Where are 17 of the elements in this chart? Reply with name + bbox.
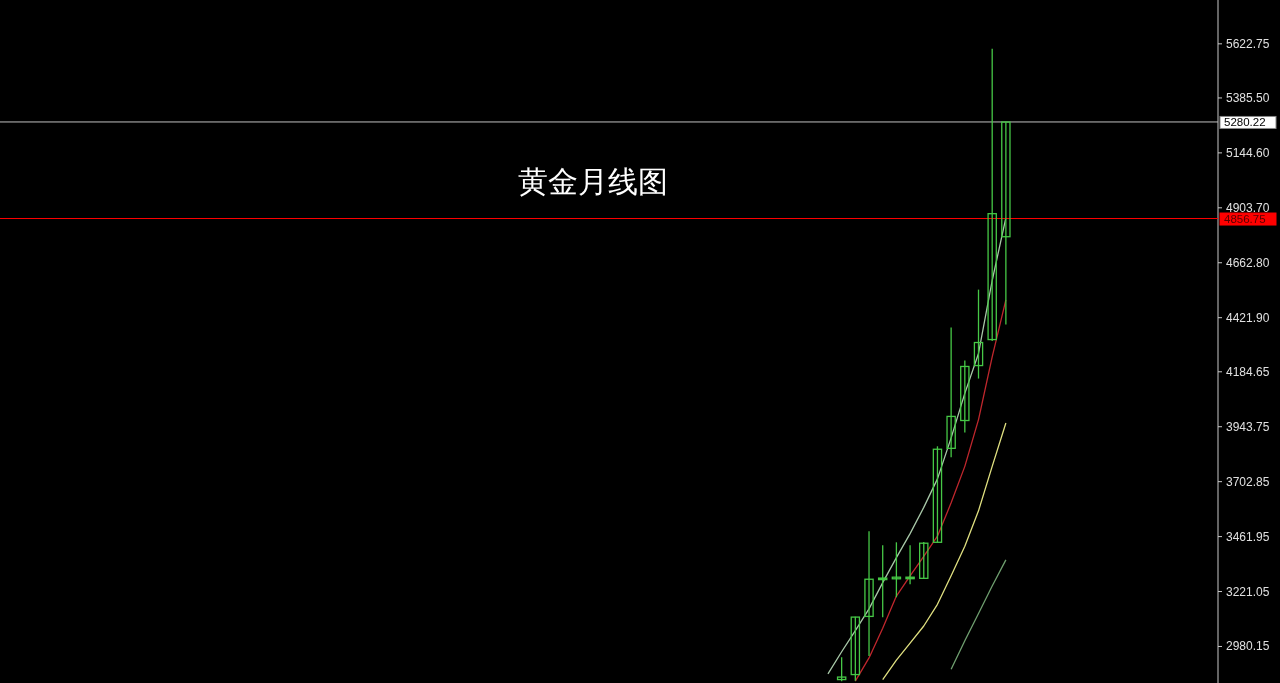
text: 黄金月线图 bbox=[518, 164, 668, 199]
line-series bbox=[882, 422, 1007, 681]
y-tick-label: 5144.60 bbox=[1226, 145, 1270, 160]
y-tick-label: 4662.80 bbox=[1226, 255, 1270, 270]
y-tick-label: 3461.95 bbox=[1226, 529, 1270, 544]
y-tick-label: 5622.75 bbox=[1226, 36, 1270, 51]
y-tick-label: 3702.85 bbox=[1226, 474, 1270, 489]
ref-line-label: 4856.75 bbox=[1224, 213, 1266, 226]
y-tick-label: 2980.15 bbox=[1226, 639, 1270, 654]
y-tick-label: 5385.50 bbox=[1226, 90, 1270, 105]
y-tick-label: 4184.65 bbox=[1226, 364, 1270, 379]
y-tick-label: 3221.05 bbox=[1226, 584, 1270, 599]
y-tick-label: 3943.75 bbox=[1226, 419, 1270, 434]
line-series bbox=[950, 559, 1007, 670]
y-tick-label: 4903.70 bbox=[1226, 200, 1270, 215]
ref-line-label: 5280.22 bbox=[1224, 116, 1266, 129]
y-tick-label: 4421.90 bbox=[1226, 310, 1270, 325]
